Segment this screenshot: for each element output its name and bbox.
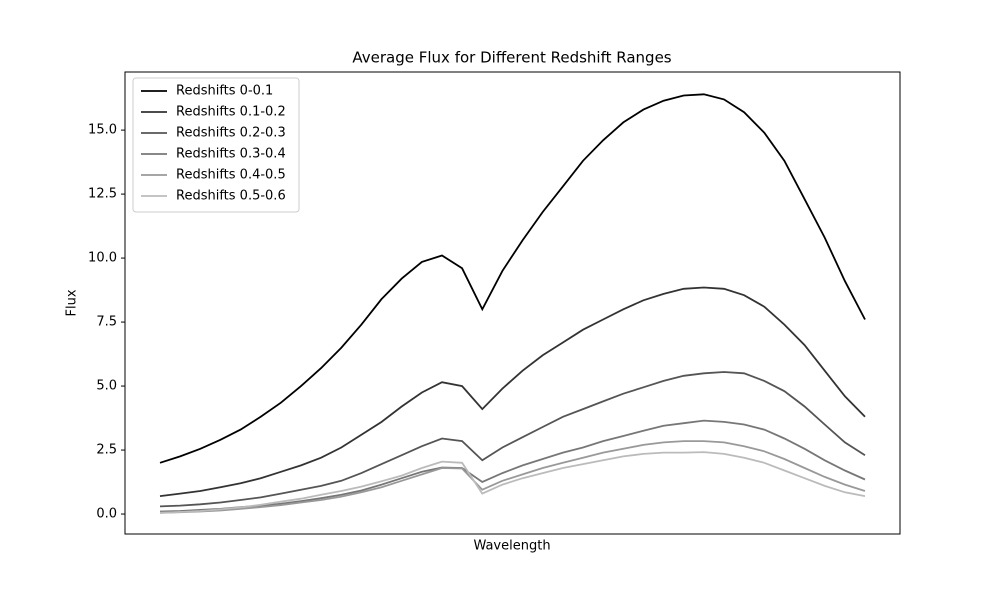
legend-label: Redshifts 0.5-0.6 bbox=[176, 189, 286, 204]
y-tick-label: 12.5 bbox=[88, 187, 117, 202]
legend-box bbox=[132, 77, 300, 213]
x-axis-label: Wavelength bbox=[473, 539, 550, 554]
y-tick-label: 5.0 bbox=[96, 379, 117, 394]
plot-frame bbox=[124, 71, 901, 535]
legend-label: Redshifts 0.1-0.2 bbox=[176, 105, 286, 120]
y-tick-label: 7.5 bbox=[96, 315, 117, 330]
y-tick-label: 15.0 bbox=[88, 123, 117, 138]
legend-label: Redshifts 0.2-0.3 bbox=[176, 126, 286, 141]
series-line bbox=[159, 93, 866, 464]
legend-label: Redshifts 0.4-0.5 bbox=[176, 168, 286, 183]
y-tick-label: 2.5 bbox=[96, 443, 117, 458]
chart-title: Average Flux for Different Redshift Rang… bbox=[352, 49, 671, 67]
legend: Redshifts 0-0.1 Redshifts 0.1-0.2 Redshift… bbox=[132, 77, 300, 213]
legend-label: Redshifts 0-0.1 bbox=[176, 84, 273, 99]
series-line bbox=[159, 440, 866, 514]
series-line bbox=[159, 286, 866, 497]
legend-label: Redshifts 0.3-0.4 bbox=[176, 147, 286, 162]
series-line bbox=[159, 419, 866, 513]
series-line bbox=[159, 451, 866, 514]
y-axis-label: Flux bbox=[65, 289, 80, 316]
series-line bbox=[159, 371, 866, 508]
y-tick-label: 0.0 bbox=[96, 507, 117, 522]
y-tick-label: 10.0 bbox=[88, 251, 117, 266]
